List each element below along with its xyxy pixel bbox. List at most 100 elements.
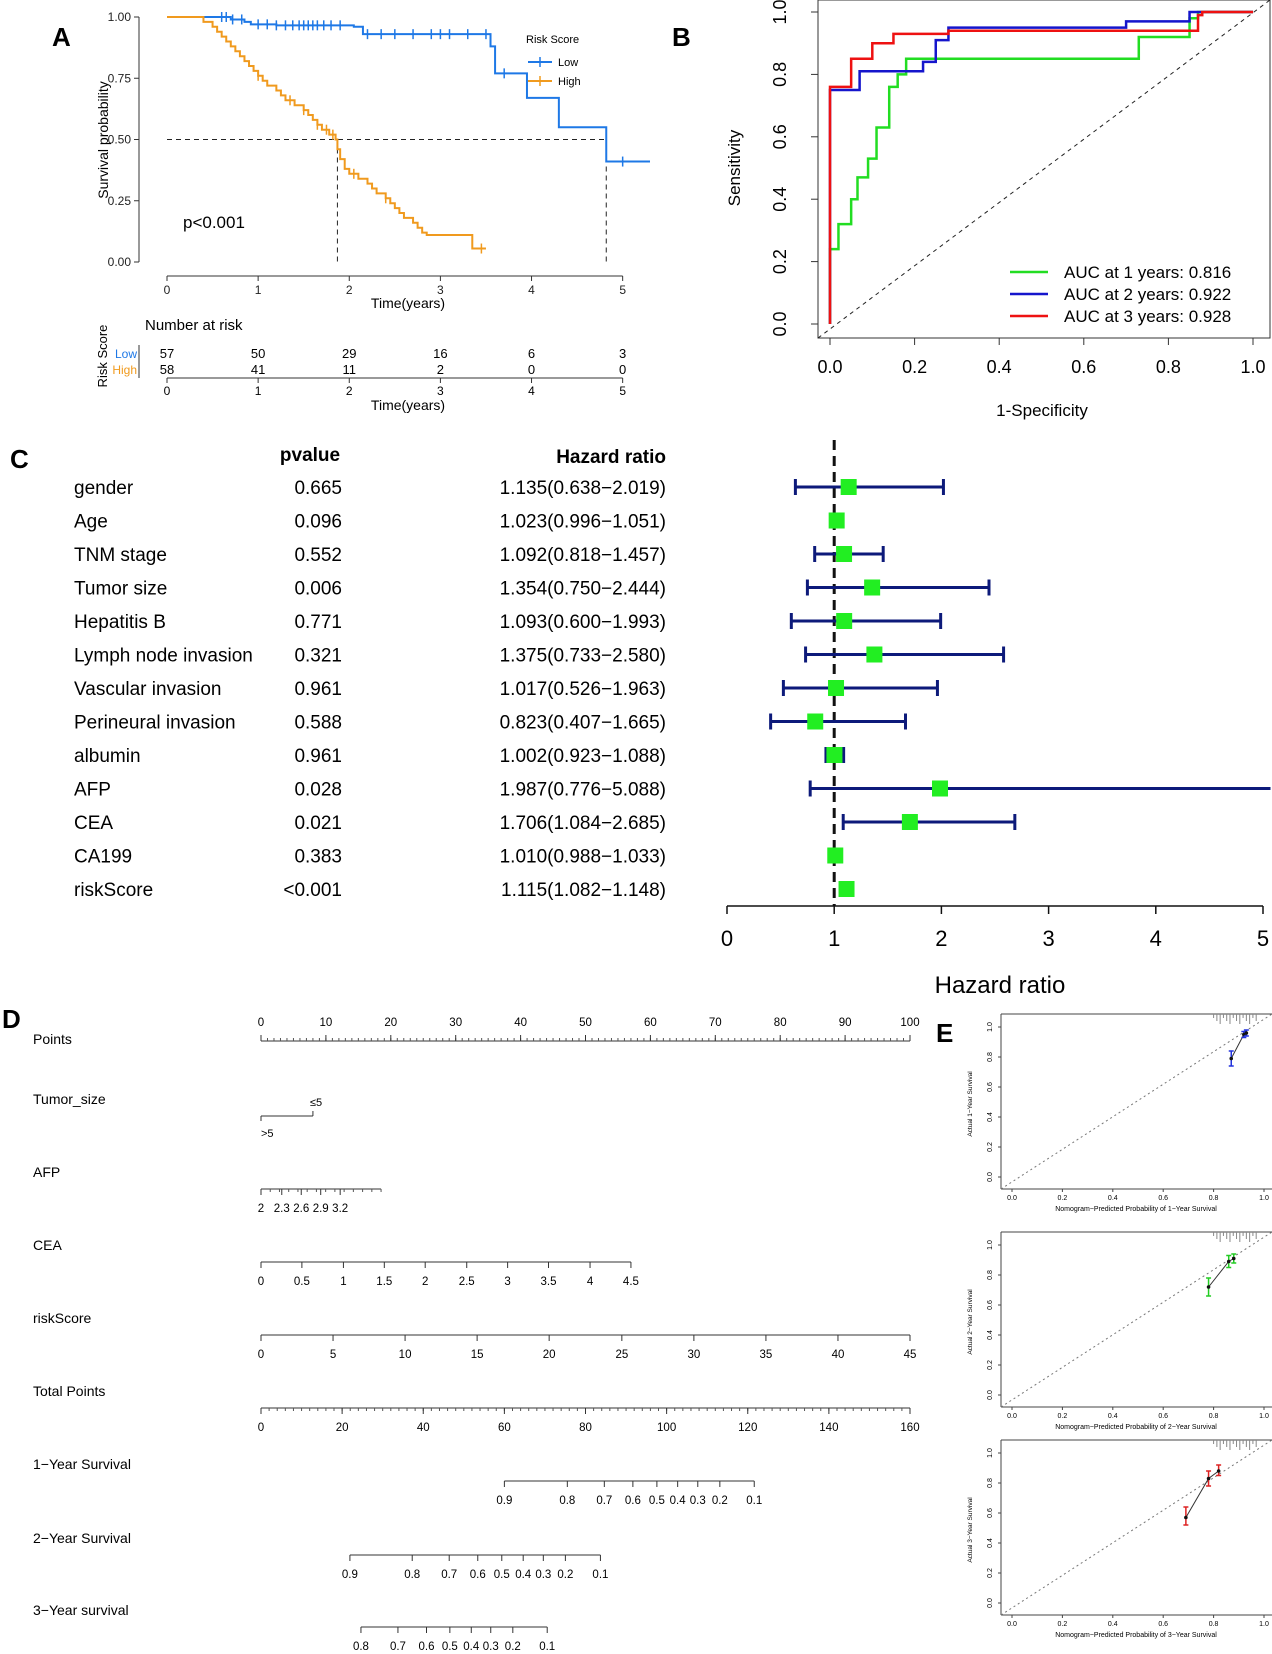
calib-y-tick-label: 0.6 xyxy=(987,1300,994,1310)
calib-x-axis-label: Nomogram−Predicted Probability of 2−Year… xyxy=(1055,1424,1217,1431)
calib-x-tick-label: 0.4 xyxy=(1108,1195,1118,1202)
nomogram-tick-label: 70 xyxy=(709,1017,722,1029)
nomogram-tick-label: 0.4 xyxy=(463,1641,480,1653)
calib-x-tick-label: 0.8 xyxy=(1209,1413,1219,1420)
panel-label-e: E xyxy=(936,1018,953,1048)
nomogram-tick-label: 0.8 xyxy=(559,1495,575,1507)
nomogram-tick-label: 80 xyxy=(774,1017,787,1029)
variable-label: riskScore xyxy=(74,880,153,901)
y-tick-label: 0.00 xyxy=(108,255,132,269)
calib-point xyxy=(1206,1476,1211,1481)
nomogram-tick-label: 20 xyxy=(336,1422,349,1434)
panel-label-b: B xyxy=(672,22,691,52)
risk-count: 3 xyxy=(619,346,626,361)
hazard-ratio-point xyxy=(828,680,845,696)
calib-point xyxy=(1226,1259,1231,1264)
p-value: 0.552 xyxy=(294,545,342,566)
risk-x-tick-label: 1 xyxy=(255,384,262,398)
column-header-pvalue: pvalue xyxy=(280,445,340,466)
y-tick-label: 1.00 xyxy=(108,10,132,24)
nomogram-tick-label: 30 xyxy=(449,1017,462,1029)
variable-label: Vascular invasion xyxy=(74,679,222,700)
x-tick-label: 2 xyxy=(935,926,947,951)
p-value: 0.961 xyxy=(294,746,342,767)
calib-x-tick-label: 0.8 xyxy=(1209,1195,1219,1202)
nomogram-tick-label: 45 xyxy=(904,1349,917,1361)
nomogram-tick-label: 90 xyxy=(839,1017,852,1029)
nomogram-tick-label: 0.3 xyxy=(535,1569,551,1581)
hazard-ratio-point xyxy=(827,847,844,864)
nomogram-tick-label: 0.2 xyxy=(557,1569,573,1581)
y-tick-label: 0.2 xyxy=(770,249,790,274)
x-tick-label: 0.0 xyxy=(817,357,842,377)
nomogram-row-label: AFP xyxy=(33,1164,60,1180)
risk-count: 41 xyxy=(251,362,265,377)
x-tick-label: 1 xyxy=(828,926,840,951)
nomogram-tick-label: 0 xyxy=(258,1349,264,1361)
nomogram-tick-label: 0.2 xyxy=(505,1641,521,1653)
nomogram-tick-label: 0.6 xyxy=(470,1569,486,1581)
risk-x-tick-label: 2 xyxy=(346,384,353,398)
nomogram-tick-label: 3 xyxy=(504,1276,510,1288)
calib-point xyxy=(1244,1031,1249,1035)
panel-label-a: A xyxy=(52,22,71,52)
x-tick-label: 0.4 xyxy=(987,357,1012,377)
hazard-ratio-text: 1.375(0.733−2.580) xyxy=(500,646,666,667)
hazard-ratio-point xyxy=(838,881,855,897)
nomogram-tick-label: 0.4 xyxy=(670,1495,687,1507)
x-tick-label: 3 xyxy=(1042,926,1054,951)
calib-ideal-line xyxy=(1000,1231,1272,1408)
nomogram-tick-label: 50 xyxy=(579,1017,592,1029)
calib-x-tick-label: 1.0 xyxy=(1259,1413,1269,1420)
p-value: 0.028 xyxy=(294,780,342,801)
p-value: 0.006 xyxy=(294,579,342,600)
nomogram-tick-label: 0.9 xyxy=(496,1495,512,1507)
calib-x-tick-label: 1.0 xyxy=(1259,1195,1269,1202)
calib-x-axis-label: Nomogram−Predicted Probability of 1−Year… xyxy=(1055,1206,1217,1213)
nomogram-tick-label: 2 xyxy=(422,1276,428,1288)
risk-x-tick-label: 5 xyxy=(619,384,626,398)
risk-x-tick-label: 3 xyxy=(437,384,444,398)
legend-label: AUC at 1 years: 0.816 xyxy=(1064,263,1231,282)
variable-label: Perineural invasion xyxy=(74,713,236,734)
nomogram-tick-label: 0.5 xyxy=(294,1276,310,1288)
calib-y-tick-label: 0.0 xyxy=(987,1598,994,1608)
calib-x-tick-label: 0.4 xyxy=(1108,1621,1118,1628)
calib-y-tick-label: 0.2 xyxy=(987,1142,994,1152)
hazard-ratio-point xyxy=(826,747,843,763)
nomogram-tick-label: 0.8 xyxy=(404,1569,420,1581)
nomogram-tick-label: 2.5 xyxy=(459,1276,475,1288)
risk-x-tick-label: 0 xyxy=(164,384,171,398)
calib-y-axis-label: Actual 2−Year Survival xyxy=(967,1289,974,1355)
p-value: 0.665 xyxy=(294,478,342,499)
y-tick-label: 0.0 xyxy=(770,311,790,336)
p-value-label: p<0.001 xyxy=(183,213,245,232)
hazard-ratio-text: 1.002(0.923−1.088) xyxy=(500,746,666,767)
risk-table-title: Number at risk xyxy=(145,317,243,334)
nomogram-tick-label: 140 xyxy=(819,1422,838,1434)
calib-y-tick-label: 0.2 xyxy=(987,1568,994,1578)
x-tick-label: 0 xyxy=(721,926,733,951)
hazard-ratio-point xyxy=(836,613,853,629)
nomogram-tick-label: 0.6 xyxy=(625,1495,641,1507)
calib-x-tick-label: 0.0 xyxy=(1007,1195,1017,1202)
legend-label: AUC at 2 years: 0.922 xyxy=(1064,285,1231,304)
variable-label: Lymph node invasion xyxy=(74,646,253,667)
hazard-ratio-text: 1.135(0.638−2.019) xyxy=(500,478,666,499)
calib-y-tick-label: 0.6 xyxy=(987,1082,994,1092)
km-survival-chart: 0.00 0.25 0.50 0.75 1.00 0 1 2 3 4 5 Time(years) Sur… xyxy=(95,10,650,413)
calib-y-tick-label: 1.0 xyxy=(987,1022,994,1032)
nomogram-tick-label: 0.1 xyxy=(746,1495,762,1507)
hazard-ratio-text: 1.093(0.600−1.993) xyxy=(500,612,666,633)
nomogram-tick-label: 15 xyxy=(471,1349,484,1361)
risk-count: 0 xyxy=(528,362,535,377)
panel-label-c: C xyxy=(10,444,29,474)
calib-x-tick-label: 0.0 xyxy=(1007,1621,1017,1628)
nomogram-tick-label: 2 xyxy=(258,1203,264,1215)
nomogram-tick-label: 0.2 xyxy=(712,1495,728,1507)
hazard-ratio-point xyxy=(807,713,824,730)
x-axis-label: Hazard ratio xyxy=(935,972,1066,999)
calib-x-tick-label: 0.2 xyxy=(1058,1195,1068,1202)
forest-plot: pvalue Hazard ratio gender 0.665 1.135(0.638… xyxy=(74,440,1271,999)
